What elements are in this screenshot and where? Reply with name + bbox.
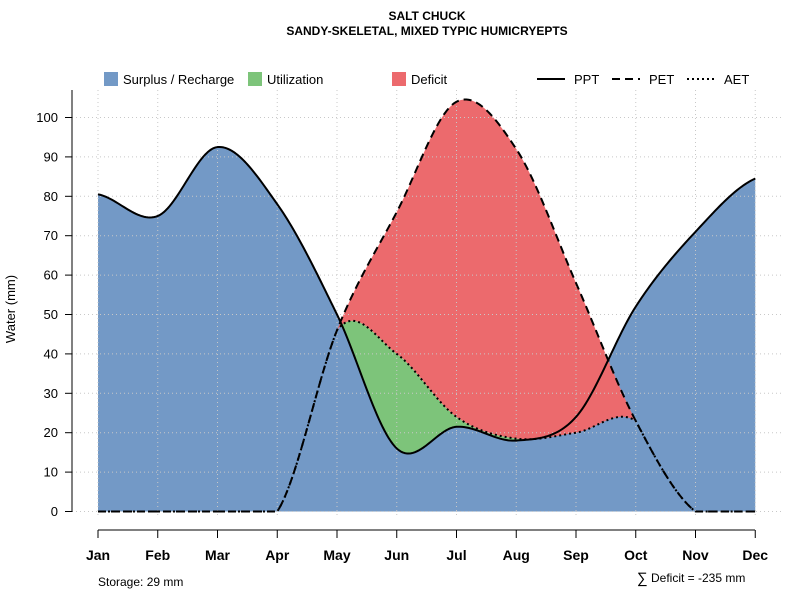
y-tick-label: 40 <box>44 346 58 361</box>
legend-swatch-utilization <box>248 72 262 86</box>
legend-label-ppt: PPT <box>574 72 599 87</box>
series-line-ppt <box>97 145 756 455</box>
x-tick-label-feb: Feb <box>145 547 170 563</box>
legend-swatch-deficit <box>392 72 406 86</box>
chart-subtitle: SANDY-SKELETAL, MIXED TYPIC HUMICRYEPTS <box>286 24 567 38</box>
legend-label-deficit: Deficit <box>411 72 448 87</box>
x-tick-label-may: May <box>323 547 350 563</box>
y-tick-label: 100 <box>36 110 58 125</box>
x-tick-label-apr: Apr <box>265 547 290 563</box>
y-axis-label: Water (mm) <box>3 275 18 343</box>
x-tick-label-oct: Oct <box>624 547 648 563</box>
y-tick-label: 80 <box>44 189 58 204</box>
chart-title: SALT CHUCK <box>388 9 465 23</box>
x-tick-label-jun: Jun <box>384 547 409 563</box>
x-tick-label-jan: Jan <box>86 547 110 563</box>
y-tick-label: 50 <box>44 307 58 322</box>
legend-swatch-surplus <box>104 72 118 86</box>
y-tick-label: 90 <box>44 149 58 164</box>
x-tick-label-dec: Dec <box>742 547 768 563</box>
y-tick-label: 70 <box>44 228 58 243</box>
legend-label-surplus: Surplus / Recharge <box>123 72 234 87</box>
y-tick-label: 20 <box>44 425 58 440</box>
chart-legend: Surplus / Recharge Utilization Deficit P… <box>104 72 749 87</box>
y-tick-label: 10 <box>44 465 58 480</box>
x-tick-label-sep: Sep <box>563 547 589 563</box>
deficit-sum-icon: ∑ <box>637 570 648 587</box>
legend-label-utilization: Utilization <box>267 72 323 87</box>
x-tick-label-mar: Mar <box>205 547 230 563</box>
legend-label-pet: PET <box>649 72 674 87</box>
x-tick-label-jul: Jul <box>446 547 466 563</box>
x-tick-label-aug: Aug <box>503 547 530 563</box>
deficit-annotation: Deficit = -235 mm <box>651 571 745 585</box>
series-line-pet <box>98 98 756 513</box>
storage-annotation: Storage: 29 mm <box>98 575 183 589</box>
legend-label-aet: AET <box>724 72 749 87</box>
y-tick-label: 0 <box>51 504 58 519</box>
utilization-area <box>98 146 756 454</box>
y-tick-label: 30 <box>44 386 58 401</box>
x-tick-label-nov: Nov <box>682 547 709 563</box>
y-tick-label: 60 <box>44 268 58 283</box>
deficit-area <box>98 99 756 512</box>
plot-area: 0 10 20 30 40 50 60 70 80 90 100 Jan Feb Mar Apr May Jun… <box>36 90 783 563</box>
